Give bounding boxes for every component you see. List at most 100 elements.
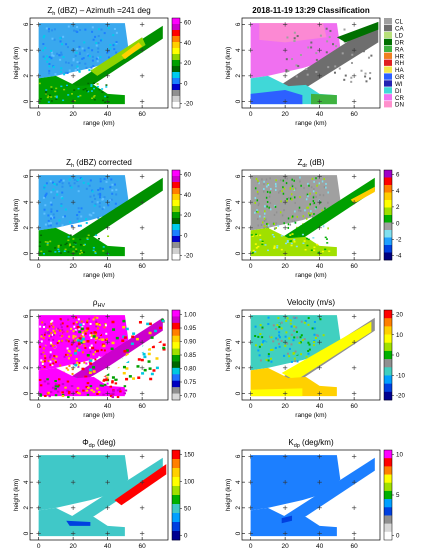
speckle	[107, 50, 110, 53]
grid-mark	[139, 391, 145, 396]
speckle	[112, 390, 115, 393]
grid-mark	[317, 365, 322, 371]
grid-mark	[317, 73, 322, 79]
speckle	[42, 36, 45, 39]
x-tick-label: 20	[282, 403, 290, 410]
x-tick-label: 60	[139, 403, 147, 410]
speckle	[59, 58, 62, 61]
speckle	[99, 177, 102, 180]
speckle	[97, 323, 100, 326]
x-tick-label: 20	[70, 403, 78, 410]
grid-mark	[248, 531, 253, 536]
colorbar-cell	[172, 393, 180, 401]
speckle	[93, 331, 97, 334]
speckle	[67, 390, 71, 393]
y-tick-label: 0	[235, 251, 242, 255]
speckle	[56, 385, 60, 388]
colorbar-cell	[384, 222, 392, 231]
speckle	[89, 350, 92, 353]
speckle	[259, 238, 262, 241]
grid-mark	[248, 174, 253, 179]
speckle	[103, 326, 106, 329]
speckle	[268, 195, 271, 198]
speckle	[252, 249, 255, 252]
y-tick-label: 0	[235, 391, 242, 395]
speckle	[54, 90, 57, 93]
speckle	[48, 58, 51, 61]
speckle	[112, 34, 115, 37]
speckle	[280, 321, 283, 324]
speckle	[263, 227, 266, 230]
y-axis-label: height (km)	[225, 339, 232, 372]
colorbar-cell	[384, 499, 392, 508]
speckle	[282, 186, 284, 189]
x-tick-label: 40	[104, 263, 112, 270]
speckle	[275, 179, 277, 182]
speckle	[42, 349, 45, 352]
speckle	[86, 393, 90, 396]
speckle	[90, 389, 93, 392]
speckle	[59, 252, 62, 254]
speckle	[112, 328, 116, 331]
grid-mark	[282, 225, 288, 231]
speckle	[92, 324, 95, 327]
speckle	[111, 381, 114, 384]
speckle	[58, 54, 61, 57]
speckle	[89, 346, 92, 349]
speckle	[255, 177, 258, 180]
speckle	[59, 335, 62, 338]
grid-mark	[105, 339, 110, 345]
colorbar-cell	[172, 42, 180, 49]
speckle	[101, 208, 104, 211]
speckle	[257, 211, 259, 214]
y-axis-label: height (km)	[225, 47, 232, 80]
speckle	[69, 184, 72, 187]
speckle	[264, 210, 266, 213]
colorbar-cell	[172, 310, 180, 317]
speckle	[44, 195, 47, 198]
grid-mark	[282, 174, 288, 179]
speckle	[370, 54, 373, 57]
speckle	[267, 320, 270, 323]
speckle	[323, 186, 326, 189]
speckle	[40, 355, 43, 358]
speckle	[93, 194, 96, 197]
speckle	[109, 385, 113, 388]
speckle	[49, 250, 52, 253]
grid-mark	[70, 225, 76, 231]
speckle	[301, 233, 304, 236]
speckle	[255, 233, 258, 236]
panel-title: ρHV	[93, 298, 106, 309]
speckle	[142, 352, 146, 356]
zdr-hot	[350, 186, 375, 204]
speckle	[44, 47, 47, 50]
colorbar-cell	[384, 466, 392, 475]
data-area	[38, 455, 167, 537]
speckle	[55, 96, 58, 99]
speckle	[53, 28, 56, 31]
speckle	[67, 236, 70, 238]
speckle	[51, 54, 54, 57]
speckle	[118, 388, 122, 391]
plot-frame	[241, 169, 381, 261]
kdp-base	[250, 507, 337, 537]
speckle	[281, 190, 283, 193]
speckle	[299, 209, 302, 212]
grid-mark	[317, 391, 322, 396]
speckle	[82, 244, 85, 246]
legend-swatch	[384, 73, 392, 80]
colorbar-tick-label: -20	[184, 253, 194, 260]
speckle	[52, 329, 55, 332]
speckle	[97, 188, 100, 191]
grid-mark	[282, 22, 288, 27]
speckle	[289, 197, 292, 200]
title-rest: (deg)	[95, 438, 116, 447]
speckle	[107, 101, 110, 103]
y-tick-label: 0	[23, 391, 30, 395]
speckle	[153, 329, 157, 333]
speckle	[60, 204, 63, 207]
speckle	[73, 100, 76, 102]
y-tick-label: 2	[235, 506, 242, 510]
vel-base	[250, 367, 337, 397]
echo-cloud	[38, 175, 129, 231]
